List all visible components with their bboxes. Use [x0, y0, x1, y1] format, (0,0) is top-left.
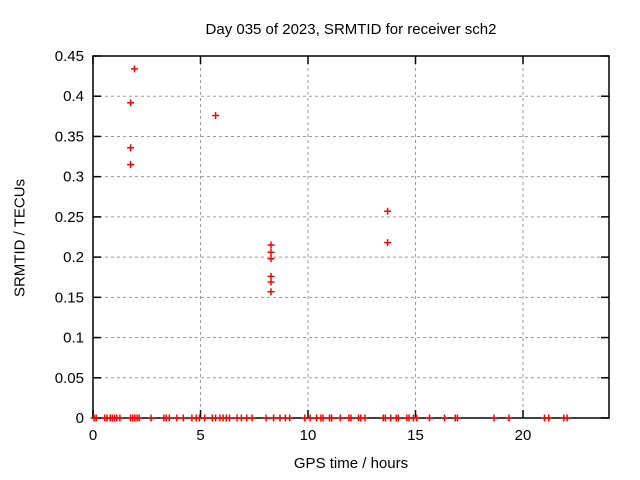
y-tick-label: 0.3: [63, 169, 84, 186]
x-tick-label: 20: [515, 427, 532, 444]
y-tick-label: 0.45: [55, 48, 84, 65]
x-tick-label: 5: [196, 427, 204, 444]
y-tick-label: 0.1: [63, 330, 84, 347]
y-tick-label: 0.2: [63, 249, 84, 266]
y-tick-label: 0.35: [55, 128, 84, 145]
y-tick-label: 0.25: [55, 209, 84, 226]
y-tick-label: 0.05: [55, 370, 84, 387]
chart-title: Day 035 of 2023, SRMTID for receiver sch…: [205, 21, 497, 38]
plot-border: [92, 55, 610, 419]
y-tick-label: 0.15: [55, 289, 84, 306]
x-tick-label: 0: [89, 427, 97, 444]
x-tick-label: 10: [300, 427, 317, 444]
x-axis-label: GPS time / hours: [293, 455, 409, 472]
scatter-points: [90, 65, 571, 422]
y-tick-label: 0: [76, 410, 84, 427]
x-tick-label: 15: [407, 427, 424, 444]
y-tick-label: 0.4: [63, 88, 84, 105]
